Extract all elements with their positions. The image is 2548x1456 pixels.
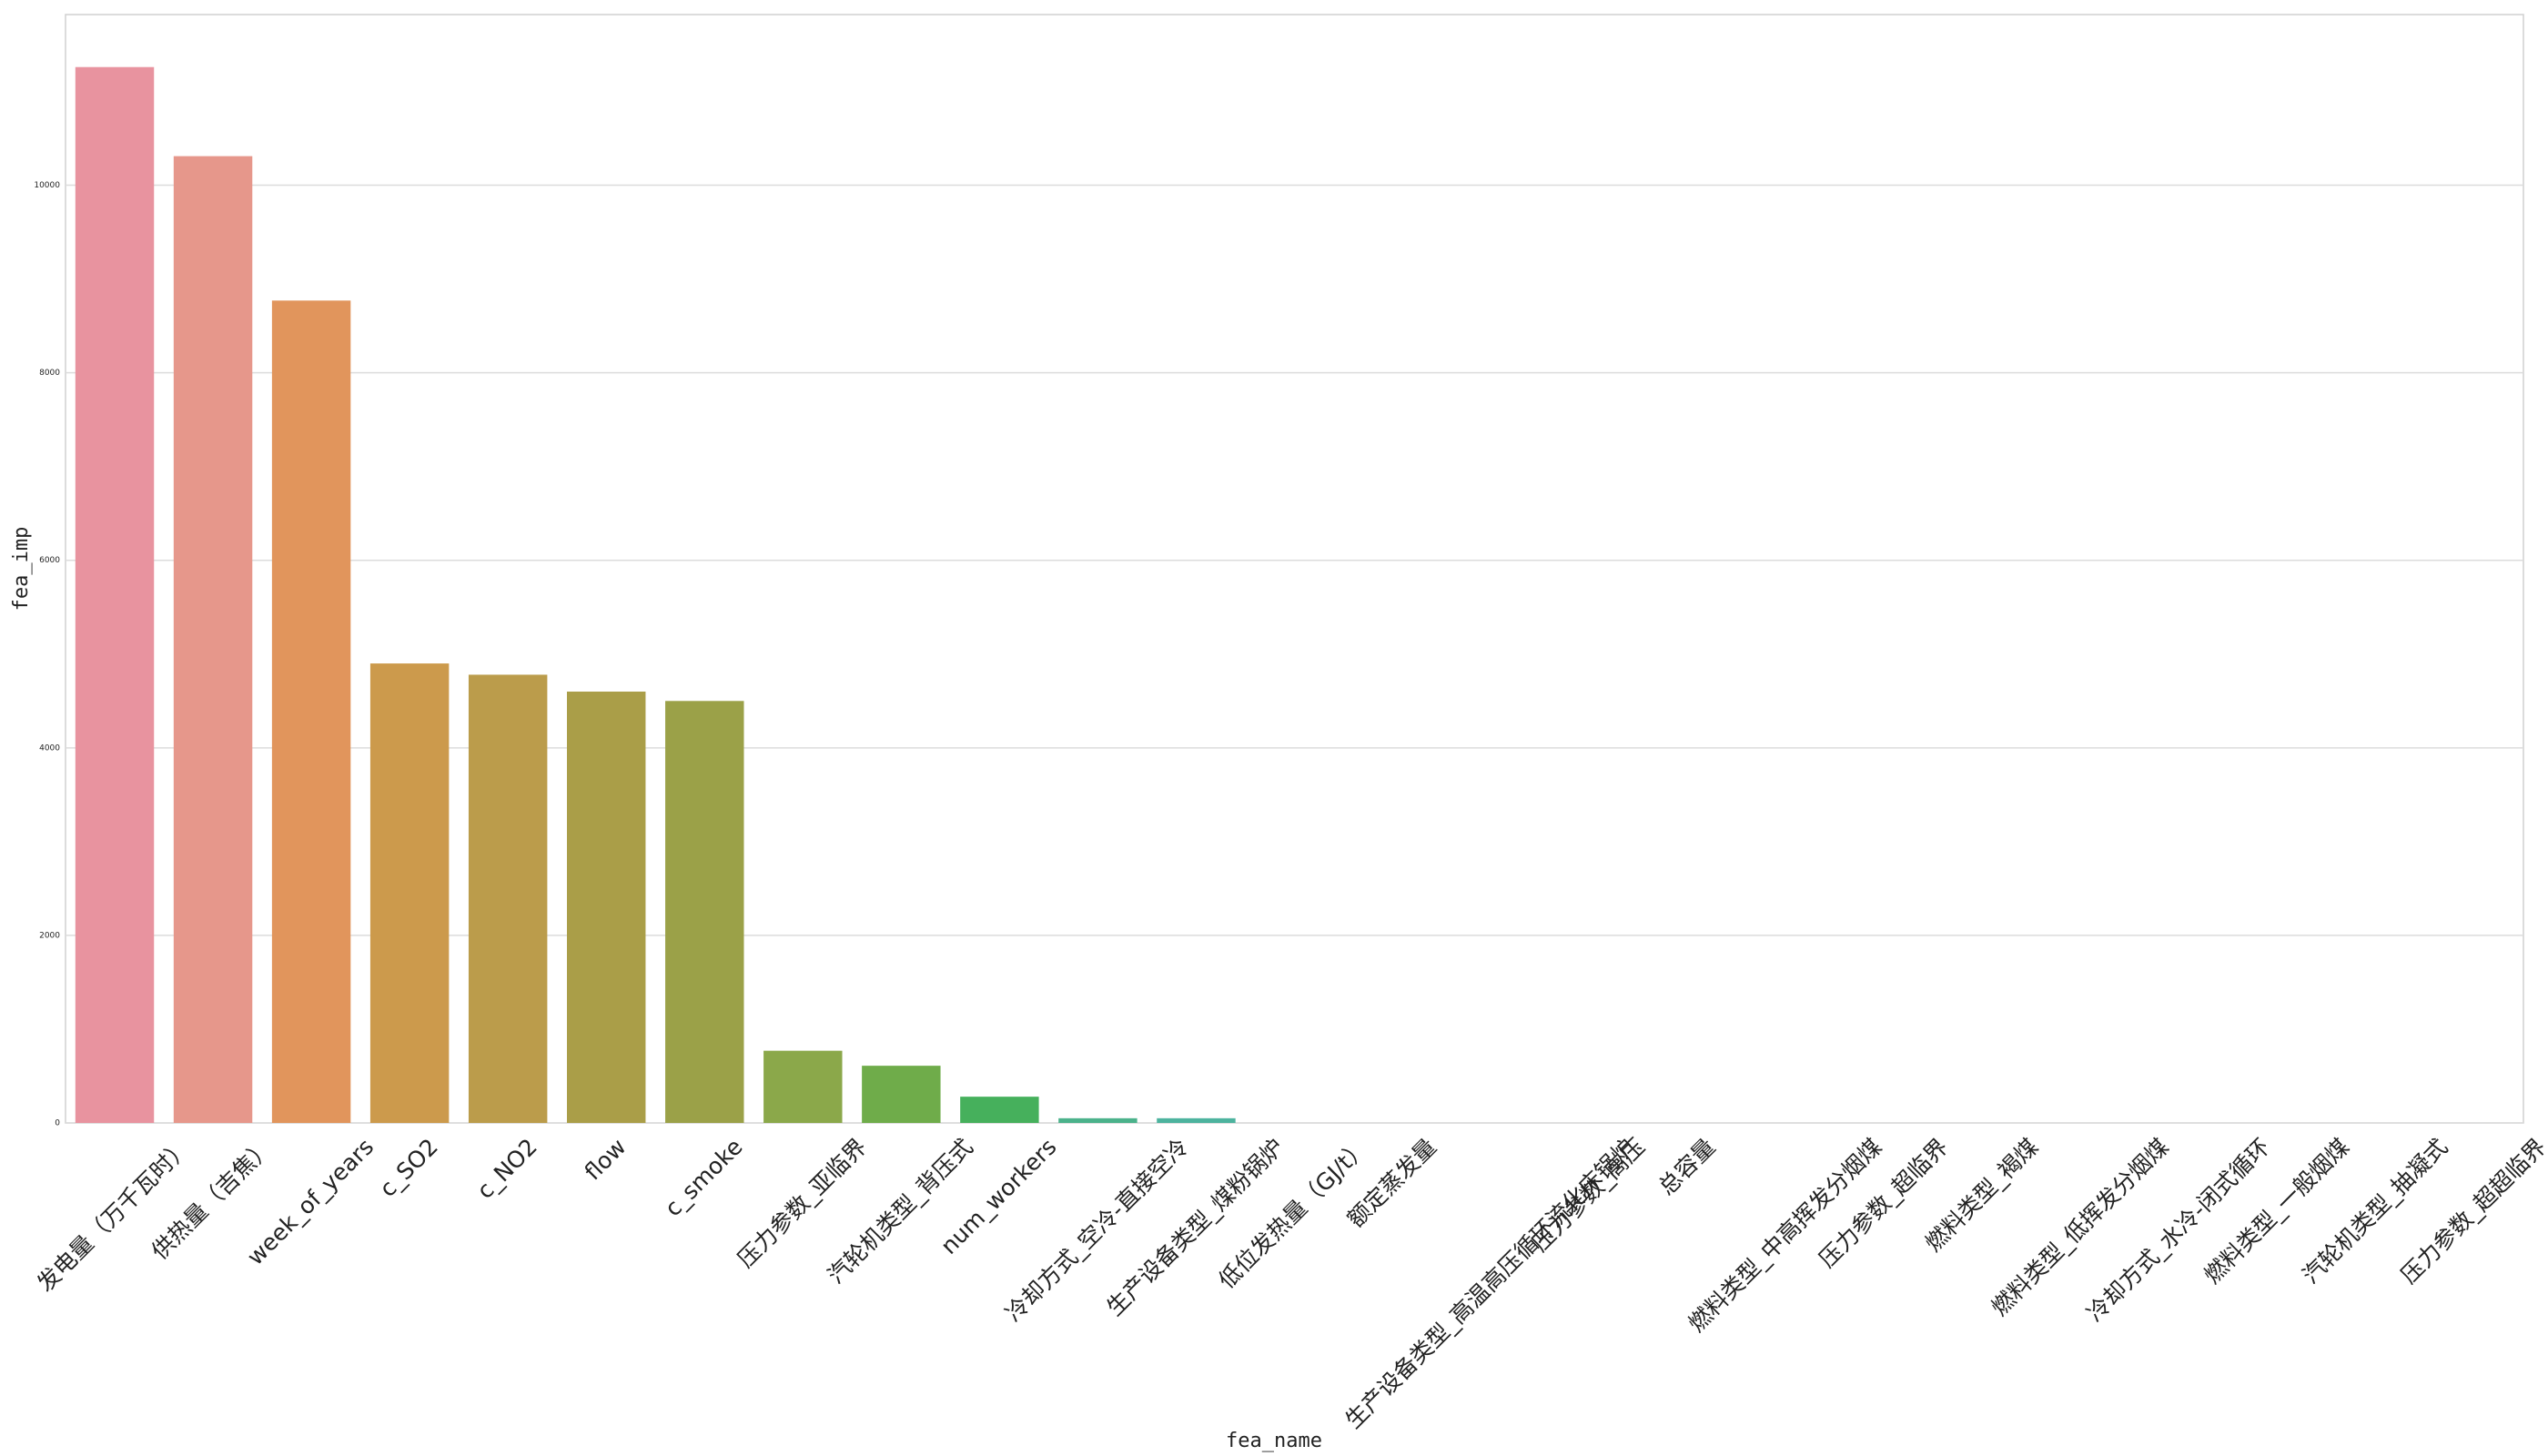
bar (862, 1066, 941, 1123)
y-tick-label: 0 (55, 1119, 60, 1128)
bar (369, 663, 450, 1123)
bar (468, 674, 548, 1123)
bar (665, 701, 744, 1123)
x-axis-label: fea_name (1226, 1430, 1322, 1452)
y-axis-label: fea_imp (10, 527, 33, 612)
bar (173, 156, 253, 1123)
x-tick-label: c_NO2 (471, 1134, 541, 1204)
bar (271, 300, 351, 1124)
y-tick-label: 6000 (39, 556, 60, 565)
bar (75, 66, 155, 1124)
y-tick-label: 8000 (39, 369, 60, 378)
bar (763, 1050, 843, 1123)
bar (1157, 1117, 1236, 1123)
x-tick-label: c_smoke (660, 1134, 748, 1222)
x-tick-label: 发电量（万千瓦时） (32, 1134, 196, 1298)
x-tick-label: 总容量 (1653, 1134, 1721, 1201)
x-tick-label: c_SO2 (374, 1134, 442, 1202)
x-tick-label: flow (580, 1134, 632, 1186)
bar (567, 691, 646, 1123)
bar (1058, 1117, 1138, 1123)
y-tick-label: 4000 (39, 743, 60, 753)
bar (960, 1097, 1039, 1123)
y-tick-label: 2000 (39, 931, 60, 940)
y-tick-label: 10000 (34, 181, 60, 190)
x-tick-label: 压力参数_高压 (1527, 1134, 1650, 1257)
